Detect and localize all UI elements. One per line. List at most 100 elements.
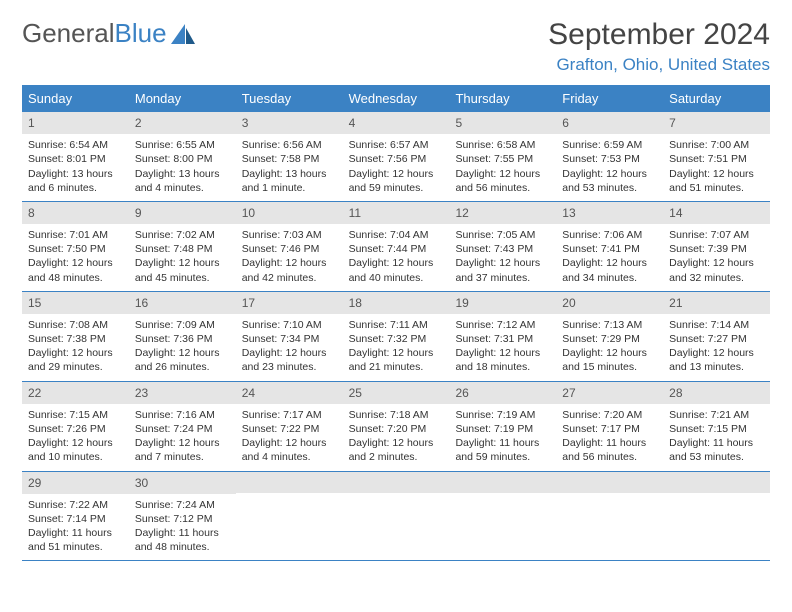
daylight-text: Daylight: 13 hours (242, 167, 337, 181)
daylight-text: Daylight: 11 hours (28, 526, 123, 540)
sunset-text: Sunset: 7:36 PM (135, 332, 230, 346)
day-cell: 22Sunrise: 7:15 AMSunset: 7:26 PMDayligh… (22, 382, 129, 471)
daylight-text: and 4 minutes. (242, 450, 337, 464)
daylight-text: Daylight: 12 hours (669, 256, 764, 270)
sunrise-text: Sunrise: 7:02 AM (135, 228, 230, 242)
logo-text-blue: Blue (115, 18, 167, 48)
day-cell: 24Sunrise: 7:17 AMSunset: 7:22 PMDayligh… (236, 382, 343, 471)
week-row: 22Sunrise: 7:15 AMSunset: 7:26 PMDayligh… (22, 382, 770, 472)
title-block: September 2024 Grafton, Ohio, United Sta… (548, 18, 770, 75)
day-cell: 17Sunrise: 7:10 AMSunset: 7:34 PMDayligh… (236, 292, 343, 381)
daylight-text: Daylight: 13 hours (135, 167, 230, 181)
day-number: 27 (556, 382, 663, 404)
week-row: 1Sunrise: 6:54 AMSunset: 8:01 PMDaylight… (22, 112, 770, 202)
day-body: Sunrise: 7:21 AMSunset: 7:15 PMDaylight:… (663, 404, 770, 471)
daylight-text: Daylight: 12 hours (28, 346, 123, 360)
sunset-text: Sunset: 7:48 PM (135, 242, 230, 256)
day-number: 5 (449, 112, 556, 134)
day-cell: 26Sunrise: 7:19 AMSunset: 7:19 PMDayligh… (449, 382, 556, 471)
daylight-text: Daylight: 12 hours (669, 167, 764, 181)
sunrise-text: Sunrise: 7:13 AM (562, 318, 657, 332)
daylight-text: and 53 minutes. (562, 181, 657, 195)
sunset-text: Sunset: 7:14 PM (28, 512, 123, 526)
daylight-text: and 53 minutes. (669, 450, 764, 464)
day-cell: 23Sunrise: 7:16 AMSunset: 7:24 PMDayligh… (129, 382, 236, 471)
daylight-text: Daylight: 12 hours (135, 256, 230, 270)
daylight-text: Daylight: 13 hours (28, 167, 123, 181)
sunrise-text: Sunrise: 6:56 AM (242, 138, 337, 152)
day-body: Sunrise: 7:00 AMSunset: 7:51 PMDaylight:… (663, 134, 770, 201)
sunset-text: Sunset: 7:15 PM (669, 422, 764, 436)
sunset-text: Sunset: 7:19 PM (455, 422, 550, 436)
sunrise-text: Sunrise: 7:06 AM (562, 228, 657, 242)
day-body: Sunrise: 7:17 AMSunset: 7:22 PMDaylight:… (236, 404, 343, 471)
daylight-text: and 48 minutes. (28, 271, 123, 285)
daylight-text: and 13 minutes. (669, 360, 764, 374)
daylight-text: and 59 minutes. (349, 181, 444, 195)
day-body: Sunrise: 7:02 AMSunset: 7:48 PMDaylight:… (129, 224, 236, 291)
day-body: Sunrise: 6:57 AMSunset: 7:56 PMDaylight:… (343, 134, 450, 201)
weekday-label: Monday (129, 85, 236, 112)
day-number: 6 (556, 112, 663, 134)
day-body: Sunrise: 7:24 AMSunset: 7:12 PMDaylight:… (129, 494, 236, 561)
day-body: Sunrise: 7:09 AMSunset: 7:36 PMDaylight:… (129, 314, 236, 381)
day-number: 12 (449, 202, 556, 224)
day-number: 13 (556, 202, 663, 224)
day-number: 23 (129, 382, 236, 404)
sunset-text: Sunset: 7:50 PM (28, 242, 123, 256)
daylight-text: Daylight: 12 hours (349, 436, 444, 450)
day-number: 14 (663, 202, 770, 224)
month-title: September 2024 (548, 18, 770, 52)
day-number: 30 (129, 472, 236, 494)
daylight-text: Daylight: 12 hours (562, 256, 657, 270)
day-body: Sunrise: 7:07 AMSunset: 7:39 PMDaylight:… (663, 224, 770, 291)
day-number: 28 (663, 382, 770, 404)
sunset-text: Sunset: 7:17 PM (562, 422, 657, 436)
sunrise-text: Sunrise: 6:59 AM (562, 138, 657, 152)
week-row: 29Sunrise: 7:22 AMSunset: 7:14 PMDayligh… (22, 472, 770, 562)
day-body: Sunrise: 7:13 AMSunset: 7:29 PMDaylight:… (556, 314, 663, 381)
day-cell: 28Sunrise: 7:21 AMSunset: 7:15 PMDayligh… (663, 382, 770, 471)
day-number: 11 (343, 202, 450, 224)
daylight-text: and 34 minutes. (562, 271, 657, 285)
day-body: Sunrise: 7:04 AMSunset: 7:44 PMDaylight:… (343, 224, 450, 291)
daylight-text: and 6 minutes. (28, 181, 123, 195)
sunrise-text: Sunrise: 7:21 AM (669, 408, 764, 422)
day-body: Sunrise: 6:56 AMSunset: 7:58 PMDaylight:… (236, 134, 343, 201)
location-text: Grafton, Ohio, United States (548, 55, 770, 75)
day-cell: 11Sunrise: 7:04 AMSunset: 7:44 PMDayligh… (343, 202, 450, 291)
weekday-label: Wednesday (343, 85, 450, 112)
sunset-text: Sunset: 7:12 PM (135, 512, 230, 526)
daylight-text: and 1 minute. (242, 181, 337, 195)
sunset-text: Sunset: 7:38 PM (28, 332, 123, 346)
daylight-text: and 29 minutes. (28, 360, 123, 374)
sunset-text: Sunset: 7:56 PM (349, 152, 444, 166)
day-body: Sunrise: 7:20 AMSunset: 7:17 PMDaylight:… (556, 404, 663, 471)
day-cell: 16Sunrise: 7:09 AMSunset: 7:36 PMDayligh… (129, 292, 236, 381)
day-body: Sunrise: 6:59 AMSunset: 7:53 PMDaylight:… (556, 134, 663, 201)
sunset-text: Sunset: 7:29 PM (562, 332, 657, 346)
day-number: 18 (343, 292, 450, 314)
sunrise-text: Sunrise: 7:20 AM (562, 408, 657, 422)
sunrise-text: Sunrise: 7:17 AM (242, 408, 337, 422)
sunrise-text: Sunrise: 6:57 AM (349, 138, 444, 152)
empty-cell (343, 472, 450, 561)
weekday-label: Thursday (449, 85, 556, 112)
daylight-text: and 2 minutes. (349, 450, 444, 464)
sunrise-text: Sunrise: 7:24 AM (135, 498, 230, 512)
daylight-text: Daylight: 11 hours (562, 436, 657, 450)
day-cell: 29Sunrise: 7:22 AMSunset: 7:14 PMDayligh… (22, 472, 129, 561)
daylight-text: Daylight: 12 hours (669, 346, 764, 360)
sunrise-text: Sunrise: 7:15 AM (28, 408, 123, 422)
day-cell: 9Sunrise: 7:02 AMSunset: 7:48 PMDaylight… (129, 202, 236, 291)
sunset-text: Sunset: 7:26 PM (28, 422, 123, 436)
day-cell: 6Sunrise: 6:59 AMSunset: 7:53 PMDaylight… (556, 112, 663, 201)
day-cell: 4Sunrise: 6:57 AMSunset: 7:56 PMDaylight… (343, 112, 450, 201)
day-cell: 20Sunrise: 7:13 AMSunset: 7:29 PMDayligh… (556, 292, 663, 381)
day-cell: 1Sunrise: 6:54 AMSunset: 8:01 PMDaylight… (22, 112, 129, 201)
daylight-text: Daylight: 12 hours (28, 256, 123, 270)
day-number: 17 (236, 292, 343, 314)
day-cell: 18Sunrise: 7:11 AMSunset: 7:32 PMDayligh… (343, 292, 450, 381)
daylight-text: Daylight: 11 hours (669, 436, 764, 450)
daylight-text: and 42 minutes. (242, 271, 337, 285)
